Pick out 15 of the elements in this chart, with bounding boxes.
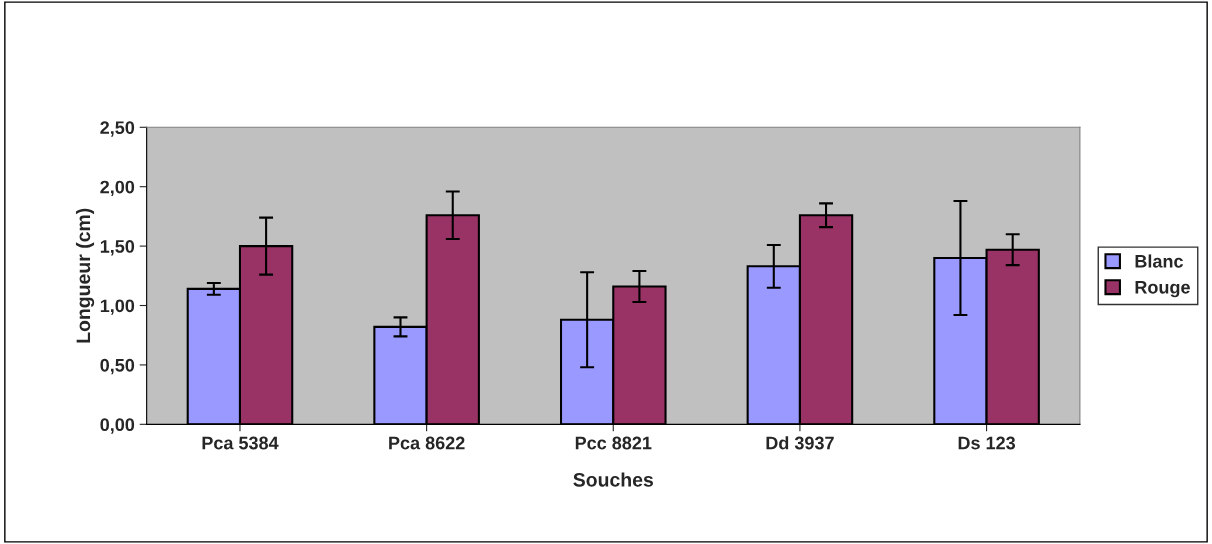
legend-label: Rouge <box>1135 281 1190 298</box>
y-tick-label: 0,00 <box>100 418 135 434</box>
y-tick-label: 1,00 <box>100 299 135 315</box>
y-tick-label: 2,00 <box>100 180 135 197</box>
x-axis-title: Souches <box>573 472 653 487</box>
x-tick-label: Pca 8622 <box>389 436 465 450</box>
x-tick-label: Pca 5384 <box>202 436 279 450</box>
legend-label: Blanc <box>1135 254 1183 268</box>
y-tick-label: 1,50 <box>100 240 135 256</box>
x-tick-label: Pcc 8821 <box>575 436 652 450</box>
y-tick-label: 2,50 <box>100 121 135 137</box>
x-tick-label: Ds 123 <box>958 436 1016 450</box>
x-tick-label: Dd 3937 <box>766 436 834 450</box>
y-axis-title: Longueur (cm) <box>75 208 95 343</box>
y-tick-label: 0,50 <box>100 358 135 375</box>
